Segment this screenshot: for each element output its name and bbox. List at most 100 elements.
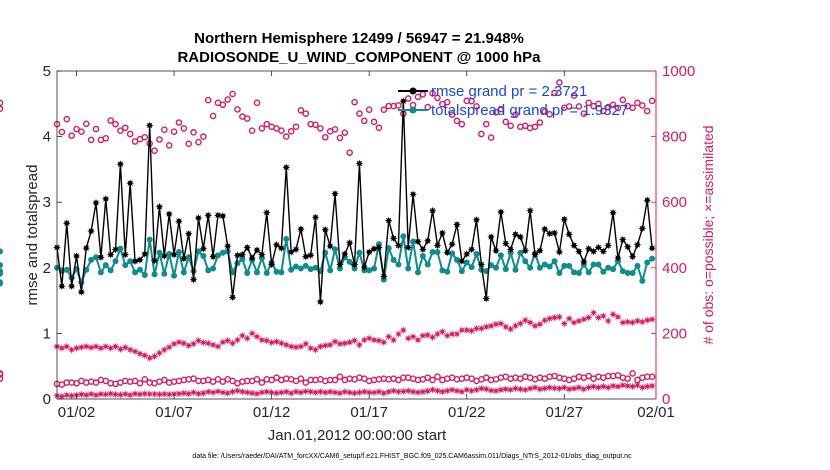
totalspread-point bbox=[112, 258, 119, 265]
assimilated-obs-point bbox=[486, 321, 496, 331]
rmse-point bbox=[301, 252, 310, 261]
assimilated-obs-point bbox=[155, 348, 164, 358]
totalspread-point bbox=[473, 251, 480, 258]
assimilated-obs-point bbox=[423, 386, 432, 396]
y-tick-label: 2 bbox=[43, 260, 51, 277]
possible-obs-point bbox=[629, 370, 636, 377]
totalspread-point bbox=[63, 266, 70, 273]
totalspread-point bbox=[512, 266, 519, 273]
assimilated-obs-point bbox=[252, 332, 262, 341]
assimilated-obs-point bbox=[125, 345, 135, 354]
y-right-tick-label: 800 bbox=[662, 129, 687, 146]
assimilated-obs-point bbox=[530, 321, 540, 331]
possible-obs-point bbox=[453, 117, 461, 125]
assimilated-obs-point bbox=[228, 387, 237, 396]
rmse-point bbox=[443, 248, 452, 257]
legend: rmse grand pr = 2.3721 totalspread grand… bbox=[398, 83, 628, 119]
possible-obs-point bbox=[634, 99, 641, 107]
assimilated-obs-point bbox=[286, 388, 296, 398]
rmse-point bbox=[228, 293, 237, 302]
possible-obs-point bbox=[141, 376, 149, 383]
possible-obs-point bbox=[180, 125, 188, 132]
assimilated-obs-point bbox=[452, 329, 462, 339]
totalspread-point bbox=[444, 268, 451, 275]
totalspread-point bbox=[88, 256, 95, 263]
assimilated-obs-point bbox=[443, 386, 452, 395]
assimilated-obs-point bbox=[82, 390, 91, 400]
rmse-point bbox=[150, 256, 159, 265]
possible-obs-point bbox=[580, 110, 588, 117]
assimilated-obs-point bbox=[613, 382, 623, 391]
rmse-point bbox=[292, 245, 300, 254]
assimilated-obs-point bbox=[628, 382, 637, 391]
assimilated-obs-point bbox=[164, 342, 174, 352]
rmse-point bbox=[58, 282, 66, 290]
assimilated-obs-point bbox=[633, 316, 642, 326]
totalspread-point bbox=[97, 269, 104, 276]
possible-obs-point bbox=[112, 120, 119, 128]
assimilated-obs-point bbox=[594, 313, 603, 322]
rmse-point bbox=[458, 257, 466, 266]
assimilated-obs-point bbox=[204, 339, 213, 348]
totalspread-point bbox=[239, 256, 246, 263]
assimilated-obs-point bbox=[150, 352, 159, 361]
totalspread-point bbox=[595, 261, 602, 268]
possible-obs-point bbox=[639, 102, 646, 109]
rmse-point bbox=[521, 246, 530, 255]
assimilated-obs-point bbox=[525, 318, 535, 327]
assimilated-obs-point bbox=[91, 342, 101, 351]
assimilated-obs-point bbox=[155, 390, 164, 399]
assimilated-obs-point bbox=[296, 342, 306, 351]
rmse-point bbox=[77, 288, 86, 296]
assimilated-obs-point bbox=[638, 317, 647, 327]
totalspread-point bbox=[449, 250, 456, 257]
obs-count-marks bbox=[0, 79, 657, 401]
legend-spread-label: totalspread grand pr = 1.9327 bbox=[431, 102, 628, 119]
rmse-point bbox=[384, 216, 393, 225]
rmse-point bbox=[560, 215, 569, 224]
possible-obs-point bbox=[575, 103, 583, 110]
rmse-point bbox=[404, 243, 413, 252]
possible-obs-point bbox=[317, 125, 324, 132]
y-tick-label: 0 bbox=[43, 391, 51, 408]
assimilated-obs-point bbox=[233, 386, 242, 395]
totalspread-point bbox=[346, 258, 353, 265]
rmse-point bbox=[204, 211, 213, 220]
possible-obs-point bbox=[87, 136, 95, 144]
assimilated-obs-point bbox=[67, 345, 76, 354]
rmse-point bbox=[477, 260, 486, 269]
rmse-point bbox=[355, 159, 364, 168]
possible-obs-point bbox=[360, 117, 368, 125]
possible-obs-point bbox=[175, 119, 183, 126]
assimilated-obs-point bbox=[238, 331, 247, 340]
rmse-point bbox=[321, 225, 330, 234]
rmse-point bbox=[248, 254, 256, 262]
totalspread-point bbox=[229, 269, 236, 276]
rmse-spread-marks bbox=[0, 97, 656, 306]
totalspread-point bbox=[546, 263, 553, 270]
assimilated-obs-point bbox=[252, 389, 262, 398]
possible-obs-point bbox=[258, 125, 266, 132]
rmse-point bbox=[62, 219, 71, 227]
totalspread-point bbox=[93, 254, 100, 261]
possible-obs-point bbox=[507, 122, 514, 130]
totalspread-point bbox=[175, 249, 182, 256]
rmse-point bbox=[233, 251, 242, 260]
totalspread-point bbox=[200, 252, 207, 259]
y-axis-label: rmse and totalspread bbox=[24, 165, 41, 306]
rmse-point bbox=[170, 250, 178, 259]
possible-obs-point bbox=[121, 124, 129, 132]
rmse-point bbox=[180, 254, 188, 263]
totalspread-point bbox=[590, 261, 597, 268]
possible-obs-point bbox=[278, 127, 285, 134]
possible-obs-point bbox=[102, 134, 110, 142]
rmse-point bbox=[580, 258, 588, 266]
rmse-point bbox=[97, 253, 105, 262]
assimilated-obs-point bbox=[574, 383, 584, 392]
x-tick-label: 01/07 bbox=[155, 404, 193, 421]
y-tick-label: 4 bbox=[43, 129, 51, 146]
possible-obs-point bbox=[82, 120, 90, 128]
axes: 01/02 01/07 01/12 01/17 01/22 01/27 02/0101234… bbox=[43, 63, 696, 421]
rmse-point bbox=[648, 244, 656, 252]
possible-obs-point bbox=[609, 101, 617, 109]
